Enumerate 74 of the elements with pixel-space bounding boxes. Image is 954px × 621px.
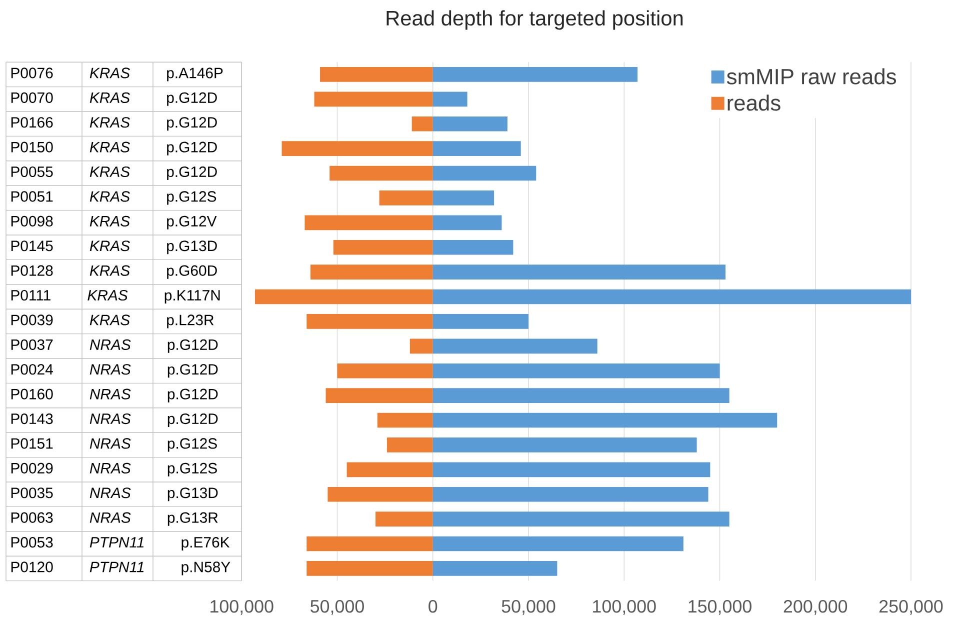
bar <box>432 166 536 181</box>
category-label: P0063 NRAS p.G13R <box>11 512 218 526</box>
bar <box>432 240 514 255</box>
bar <box>379 190 433 206</box>
bar <box>432 314 528 329</box>
category-label: P0039 KRAS p.L23R <box>11 314 214 328</box>
bar <box>432 363 720 378</box>
category-label: P0051 KRAS p.G12S <box>11 191 216 205</box>
bar <box>306 536 433 552</box>
category-label: P0029 NRAS p.G12S <box>11 462 217 476</box>
x-tick-label: 100,000 <box>210 600 274 615</box>
x-tick-label: 200,000 <box>784 600 848 615</box>
bar <box>432 67 638 82</box>
bar <box>432 561 558 576</box>
bar <box>432 116 508 132</box>
category-label: P0055 KRAS p.G12D <box>11 166 217 180</box>
category-label: P0076 KRAS p.A146P <box>11 68 223 82</box>
legend-label: smMIP raw reads <box>726 68 896 84</box>
bar <box>432 92 468 107</box>
bar <box>306 314 433 329</box>
category-label: P0150 KRAS p.G12D <box>11 142 217 156</box>
bar <box>432 289 912 304</box>
x-tick-label: 50,000 <box>310 600 364 615</box>
category-label: P0166 KRAS p.G12D <box>11 117 217 131</box>
bar <box>432 412 778 428</box>
bar <box>432 462 710 478</box>
x-tick-label: 250,000 <box>880 600 943 615</box>
bar <box>377 412 433 428</box>
category-label: P0143 NRAS p.G12D <box>11 413 218 428</box>
bar <box>410 338 433 354</box>
bar <box>432 264 726 280</box>
bar <box>282 141 433 156</box>
bar <box>432 215 502 230</box>
category-label: P0037 NRAS p.G12D <box>11 339 218 353</box>
bar <box>337 363 433 378</box>
bar <box>412 116 433 132</box>
bar <box>432 388 730 403</box>
x-tick-label: 100,000 <box>593 600 656 615</box>
bar <box>310 264 433 280</box>
bar <box>330 166 433 181</box>
bar <box>432 536 684 552</box>
bar <box>432 338 598 354</box>
chart-title: Read depth for targeted position <box>386 10 683 30</box>
category-label: P0145 KRAS p.G13D <box>11 240 217 254</box>
x-tick-label: 150,000 <box>688 600 752 615</box>
category-label: P0128 KRAS p.G60D <box>11 265 217 279</box>
bar <box>432 438 697 452</box>
bar <box>306 561 433 576</box>
x-tick-label: 0 <box>428 600 438 613</box>
bar <box>432 141 521 156</box>
category-label: P0098 KRAS p.G12V <box>11 216 217 230</box>
category-label: P0053 PTPN11 p.E76K <box>11 536 230 551</box>
bar <box>333 240 433 255</box>
bar <box>432 190 494 206</box>
legend-label: reads <box>728 94 780 111</box>
bar <box>320 67 433 82</box>
bar <box>254 289 433 304</box>
bar <box>375 512 433 526</box>
bar <box>432 512 730 526</box>
bar <box>346 462 433 478</box>
bar <box>304 215 433 230</box>
category-label: P0120 PTPN11 p.N58Y <box>11 562 230 576</box>
category-label: P0160 NRAS p.G12D <box>11 388 218 402</box>
category-label: P0070 KRAS p.G12D <box>11 92 217 106</box>
bar <box>432 486 708 502</box>
bar <box>328 486 433 502</box>
category-label: P0024 NRAS p.G12D <box>11 364 218 378</box>
category-label: P0111 KRAS p.K117N <box>11 290 220 304</box>
x-tick-label: 50,000 <box>502 600 556 615</box>
category-label: P0035 NRAS p.G13D <box>11 488 218 502</box>
bar <box>386 438 433 452</box>
bar <box>326 388 433 403</box>
category-label: P0151 NRAS p.G12S <box>11 438 217 452</box>
bar <box>314 92 433 107</box>
